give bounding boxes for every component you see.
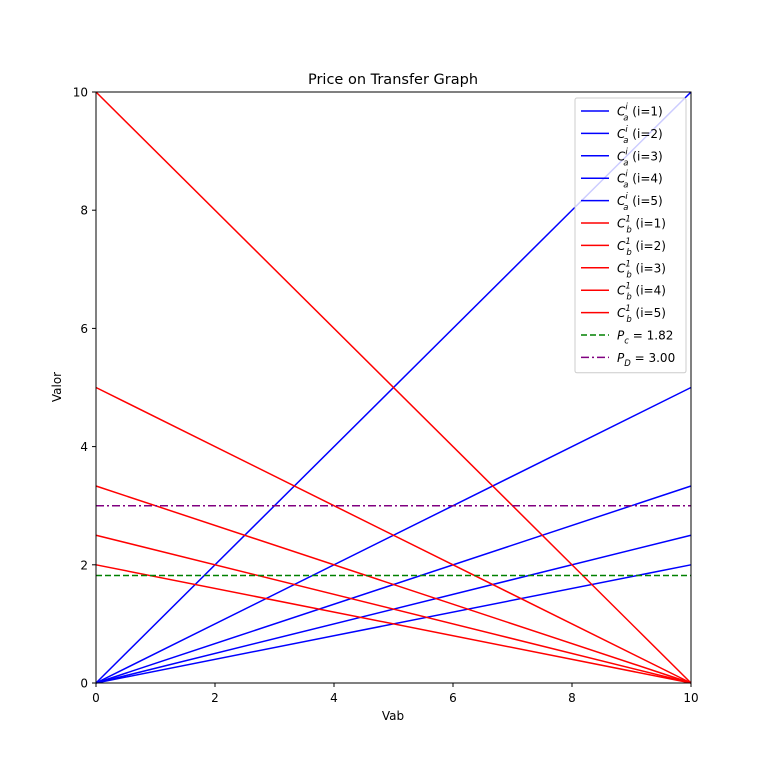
legend-label: Ci a (i=2) (617, 125, 663, 146)
x-tick-label: 10 (683, 691, 698, 705)
legend-label: C1 b (i=2) (617, 237, 666, 258)
plot-area (95, 91, 692, 684)
legend-label: Ci a (i=1) (617, 103, 663, 124)
series-line-8 (95, 485, 692, 684)
y-tick-label: 10 (73, 86, 88, 100)
chart-title: Price on Transfer Graph (308, 72, 478, 88)
y-tick-label: 6 (80, 322, 88, 336)
legend-label: Pc = 1.82 (617, 329, 673, 347)
y-tick-label: 0 (80, 677, 88, 691)
x-tick-label: 2 (211, 691, 219, 705)
legend-label: PD = 3.00 (617, 351, 675, 369)
y-tick-label: 4 (80, 440, 88, 454)
y-tick-label: 2 (80, 558, 88, 572)
legend-label: C1 b (i=1) (617, 215, 666, 236)
series-line-9 (95, 534, 692, 684)
x-tick-label: 0 (92, 691, 100, 705)
legend-label: Ci a (i=4) (617, 170, 663, 191)
x-axis-title: Vab (382, 709, 404, 723)
series-line-10 (95, 564, 692, 684)
series-line-6 (95, 91, 692, 684)
x-tick-label: 6 (449, 691, 457, 705)
x-tick-label: 4 (330, 691, 338, 705)
y-axis: 0 2 4 6 8 10 (73, 86, 96, 691)
legend: Ci a (i=1)Ci a (i=2)Ci a (i=3)Ci a (i=4)Ci a … (574, 97, 687, 374)
legend-label: C1 b (i=3) (617, 259, 666, 280)
y-tick-label: 8 (80, 204, 88, 218)
legend-label: C1 b (i=4) (617, 282, 666, 303)
series-line-7 (95, 386, 692, 684)
legend-label: Ci a (i=3) (617, 147, 663, 168)
legend-label: C1 b (i=5) (617, 304, 666, 325)
x-tick-label: 8 (568, 691, 576, 705)
plot-frame (95, 91, 692, 684)
legend-box (574, 97, 687, 374)
y-axis-title: Valor (50, 372, 64, 402)
x-axis: 0 2 4 6 8 10 (92, 683, 699, 705)
legend-label: Ci a (i=5) (617, 192, 663, 213)
